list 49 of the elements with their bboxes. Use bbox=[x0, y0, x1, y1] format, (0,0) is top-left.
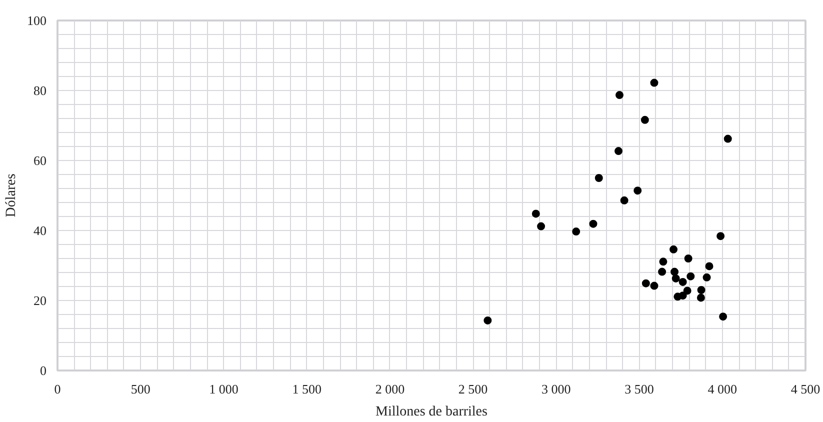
y-tick-label: 40 bbox=[34, 223, 46, 238]
y-tick-label: 80 bbox=[34, 83, 46, 98]
point bbox=[686, 272, 695, 280]
point bbox=[484, 316, 492, 324]
x-tick-label: 4 500 bbox=[790, 382, 820, 396]
point bbox=[697, 286, 706, 294]
point bbox=[640, 116, 649, 124]
point bbox=[683, 286, 692, 295]
point bbox=[589, 220, 598, 228]
point bbox=[658, 268, 666, 276]
point bbox=[594, 174, 603, 182]
point bbox=[532, 210, 540, 218]
point bbox=[696, 294, 705, 302]
y-tick-label: 0 bbox=[40, 363, 46, 378]
point bbox=[672, 274, 680, 282]
point bbox=[670, 268, 679, 276]
point bbox=[724, 134, 732, 143]
point bbox=[659, 258, 668, 266]
point bbox=[670, 245, 678, 254]
x-tick-label: 2 500 bbox=[458, 382, 488, 396]
y-axis-title: Dólares bbox=[4, 174, 19, 218]
point bbox=[674, 292, 682, 301]
point bbox=[634, 186, 642, 195]
x-tick-label: 3 000 bbox=[542, 382, 571, 396]
y-tick-label: 100 bbox=[27, 13, 46, 28]
point bbox=[614, 147, 622, 156]
x-tick-label: 3 500 bbox=[624, 382, 654, 396]
point bbox=[620, 196, 628, 204]
point bbox=[684, 254, 692, 262]
point bbox=[615, 91, 624, 100]
x-tick-label: 4 000 bbox=[708, 382, 738, 396]
x-tick-label: 2 000 bbox=[375, 382, 405, 396]
point bbox=[537, 222, 546, 230]
point bbox=[719, 312, 728, 321]
x-tick-label: 500 bbox=[130, 382, 150, 396]
point bbox=[572, 228, 580, 236]
x-axis-title: Millones de barriles bbox=[376, 404, 488, 420]
point bbox=[705, 262, 714, 270]
x-tick-label: 0 bbox=[54, 382, 61, 396]
point bbox=[650, 282, 658, 290]
point bbox=[650, 78, 658, 87]
y-tick-label: 20 bbox=[34, 293, 46, 308]
point bbox=[716, 232, 725, 240]
point bbox=[702, 273, 711, 282]
y-tick-label: 60 bbox=[34, 153, 46, 168]
point bbox=[642, 279, 650, 288]
x-tick-label: 1 500 bbox=[292, 382, 322, 396]
x-tick-label: 1 000 bbox=[209, 382, 238, 396]
point bbox=[678, 278, 687, 286]
